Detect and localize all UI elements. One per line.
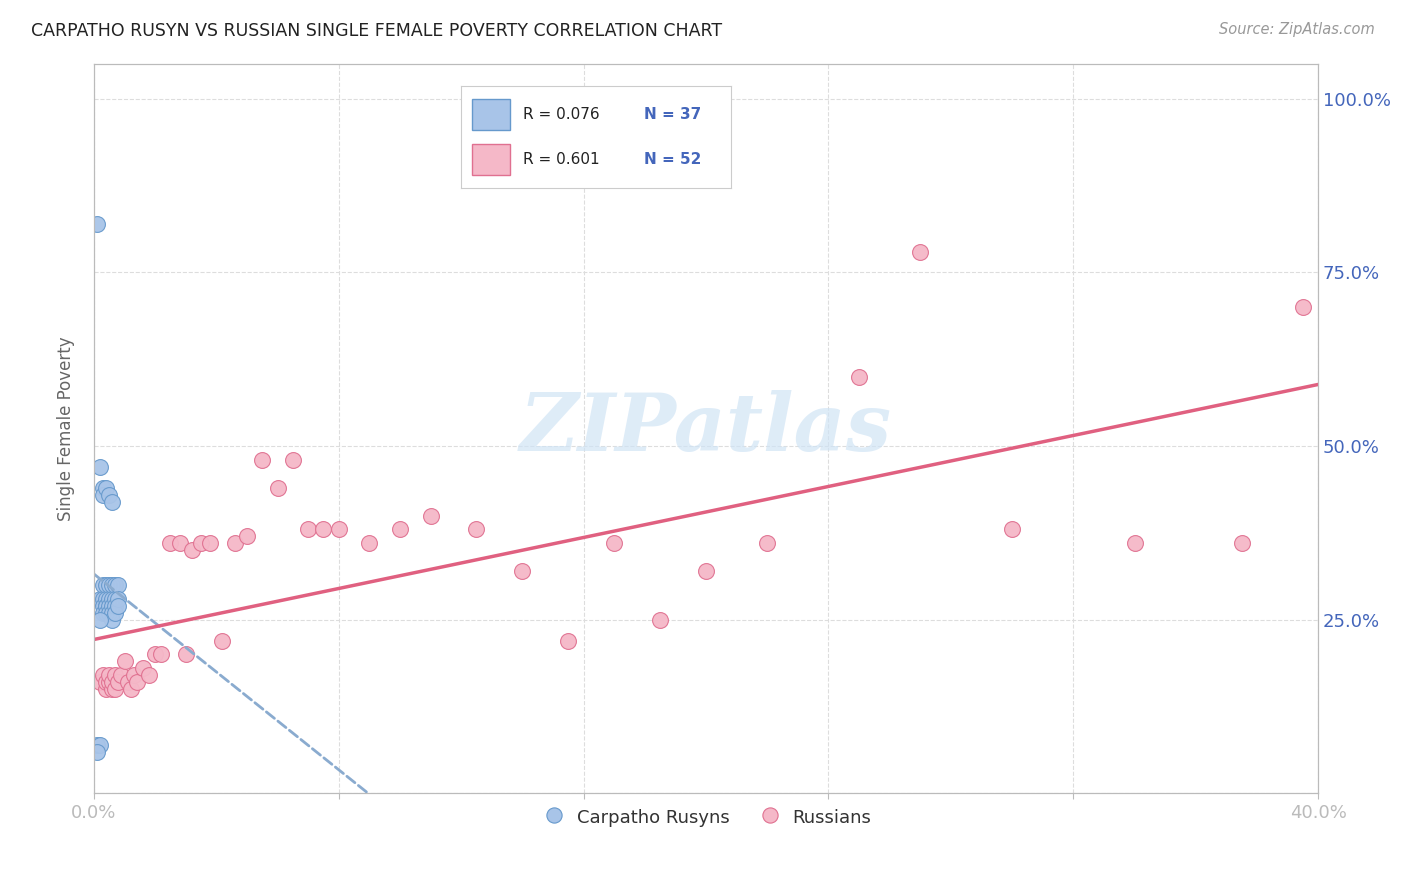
Text: Source: ZipAtlas.com: Source: ZipAtlas.com	[1219, 22, 1375, 37]
Point	[419, 508, 441, 523]
Point	[695, 564, 717, 578]
Point	[236, 529, 259, 543]
Point	[107, 599, 129, 613]
Point	[159, 536, 181, 550]
Point	[125, 675, 148, 690]
Point	[91, 488, 114, 502]
Point	[465, 523, 488, 537]
Point	[101, 599, 124, 613]
Point	[101, 613, 124, 627]
Point	[328, 523, 350, 537]
Point	[756, 536, 779, 550]
Text: ZIPatlas: ZIPatlas	[520, 390, 891, 467]
Point	[512, 564, 534, 578]
Point	[117, 675, 139, 690]
Point	[848, 369, 870, 384]
Point	[98, 578, 121, 592]
Point	[1230, 536, 1253, 550]
Text: CARPATHO RUSYN VS RUSSIAN SINGLE FEMALE POVERTY CORRELATION CHART: CARPATHO RUSYN VS RUSSIAN SINGLE FEMALE …	[31, 22, 723, 40]
Point	[91, 481, 114, 495]
Point	[89, 591, 111, 606]
Point	[96, 599, 118, 613]
Point	[96, 675, 118, 690]
Point	[120, 682, 142, 697]
Point	[86, 738, 108, 752]
Point	[150, 648, 173, 662]
Point	[312, 523, 335, 537]
Point	[174, 648, 197, 662]
Point	[104, 599, 127, 613]
Point	[91, 591, 114, 606]
Point	[96, 682, 118, 697]
Point	[89, 459, 111, 474]
Point	[86, 745, 108, 759]
Point	[132, 661, 155, 675]
Point	[89, 675, 111, 690]
Point	[169, 536, 191, 550]
Point	[252, 453, 274, 467]
Point	[101, 675, 124, 690]
Point	[138, 668, 160, 682]
Point	[96, 481, 118, 495]
Point	[122, 668, 145, 682]
Point	[101, 606, 124, 620]
Point	[200, 536, 222, 550]
Point	[107, 578, 129, 592]
Point	[101, 682, 124, 697]
Point	[359, 536, 381, 550]
Point	[1292, 300, 1315, 314]
Point	[266, 481, 288, 495]
Point	[211, 633, 233, 648]
Point	[101, 578, 124, 592]
Point	[910, 244, 932, 259]
Point	[107, 675, 129, 690]
Point	[107, 591, 129, 606]
Point	[143, 648, 166, 662]
Point	[98, 599, 121, 613]
Point	[190, 536, 212, 550]
Point	[89, 738, 111, 752]
Point	[104, 606, 127, 620]
Point	[297, 523, 319, 537]
Point	[104, 668, 127, 682]
Point	[224, 536, 246, 550]
Point	[104, 578, 127, 592]
Point	[1001, 523, 1024, 537]
Point	[101, 591, 124, 606]
Point	[110, 668, 132, 682]
Point	[281, 453, 304, 467]
Point	[104, 591, 127, 606]
Point	[101, 494, 124, 508]
Point	[98, 488, 121, 502]
Point	[98, 675, 121, 690]
Point	[98, 668, 121, 682]
Point	[96, 606, 118, 620]
Point	[91, 599, 114, 613]
Point	[603, 536, 626, 550]
Point	[89, 613, 111, 627]
Point	[96, 599, 118, 613]
Point	[114, 654, 136, 668]
Y-axis label: Single Female Poverty: Single Female Poverty	[58, 336, 75, 521]
Point	[104, 682, 127, 697]
Point	[96, 591, 118, 606]
Point	[98, 606, 121, 620]
Point	[91, 668, 114, 682]
Point	[650, 613, 672, 627]
Point	[91, 606, 114, 620]
Point	[98, 591, 121, 606]
Point	[91, 578, 114, 592]
Legend: Carpatho Rusyns, Russians: Carpatho Rusyns, Russians	[533, 799, 879, 836]
Point	[180, 543, 202, 558]
Point	[557, 633, 579, 648]
Point	[96, 578, 118, 592]
Point	[388, 523, 411, 537]
Point	[1123, 536, 1146, 550]
Point	[86, 217, 108, 231]
